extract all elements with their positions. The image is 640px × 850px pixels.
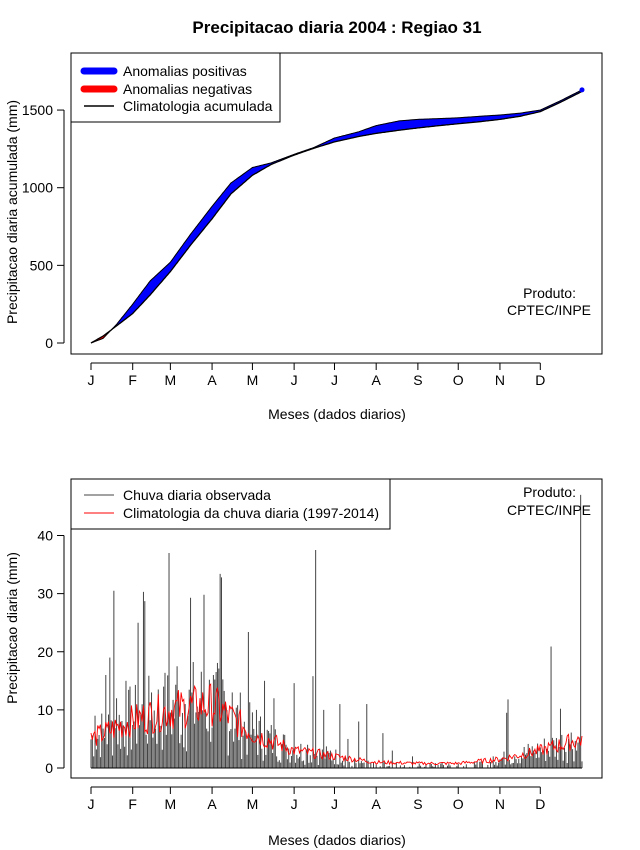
x-tick-label: J (291, 796, 298, 812)
x-tick-label: M (165, 796, 177, 812)
x-tick-label: O (453, 372, 464, 388)
x-tick-label: J (88, 372, 95, 388)
climatology-accumulated-line (90, 90, 583, 344)
x-tick-label: J (331, 796, 338, 812)
legend-entry: Climatologia da chuva diaria (1997-2014) (123, 505, 379, 521)
y-tick-label: 1000 (22, 180, 53, 196)
y-axis-label: Precipitacao diaria acumulada (mm) (4, 100, 20, 324)
y-tick-label: 1500 (22, 102, 53, 118)
x-tick-label: D (535, 796, 545, 812)
legend-entry: Anomalias positivas (123, 63, 247, 79)
x-tick-label: M (165, 372, 177, 388)
legend-entry: Chuva diaria observada (123, 487, 271, 503)
plot-frame (70, 52, 603, 355)
chart-title: Precipitacao diaria 2004 : Regiao 31 (192, 18, 481, 37)
x-tick-label: M (247, 796, 259, 812)
y-tick-label: 30 (37, 586, 53, 602)
x-tick-label: D (535, 372, 545, 388)
y-axis: 0 10 20 30 40 (37, 528, 65, 776)
accumulated-chart: 0 500 1000 1500 J F M A M J J A S O N D Meses (dados d… (4, 52, 603, 422)
x-tick-label: J (331, 372, 338, 388)
x-tick-label: M (247, 372, 259, 388)
y-tick-label: 0 (45, 335, 53, 351)
daily-climatology-line (90, 683, 583, 766)
x-tick-label: A (372, 796, 382, 812)
annotation-line: Produto: (523, 484, 576, 500)
x-tick-label: O (453, 796, 464, 812)
daily-chart: 0 10 20 30 40 J F M A M J J A S O N D Meses (dados diar… (4, 478, 603, 848)
y-axis-label: Precipitacao diaria (mm) (4, 552, 20, 704)
x-tick-label: S (413, 372, 422, 388)
final-point (579, 87, 585, 93)
x-tick-label: F (128, 372, 137, 388)
x-axis-label: Meses (dados diarios) (268, 832, 406, 848)
x-tick-label: N (495, 372, 505, 388)
y-tick-label: 500 (30, 257, 54, 273)
x-tick-label: S (413, 796, 422, 812)
x-tick-label: N (495, 796, 505, 812)
legend-entry: Anomalias negativas (123, 81, 252, 97)
y-tick-label: 0 (45, 760, 53, 776)
x-tick-label: J (291, 372, 298, 388)
legend: Chuva diaria observada Climatologia da c… (70, 478, 391, 530)
x-tick-label: A (207, 796, 217, 812)
x-tick-label: F (128, 796, 137, 812)
annotation-line: CPTEC/INPE (507, 502, 591, 518)
x-tick-label: A (207, 372, 217, 388)
legend: Anomalias positivas Anomalias negativas … (70, 52, 281, 123)
legend-entry: Climatologia acumulada (123, 98, 273, 114)
y-axis: 0 500 1000 1500 (22, 102, 65, 351)
y-tick-label: 40 (37, 528, 53, 544)
annotation-line: CPTEC/INPE (507, 302, 591, 318)
legend-box (70, 478, 391, 530)
y-tick-label: 10 (37, 702, 53, 718)
x-tick-label: J (88, 796, 95, 812)
observed-accumulated-line (90, 89, 583, 344)
x-tick-label: A (372, 372, 382, 388)
x-axis-label: Meses (dados diarios) (268, 406, 406, 422)
annotation-line: Produto: (523, 285, 576, 301)
y-tick-label: 20 (37, 644, 53, 660)
